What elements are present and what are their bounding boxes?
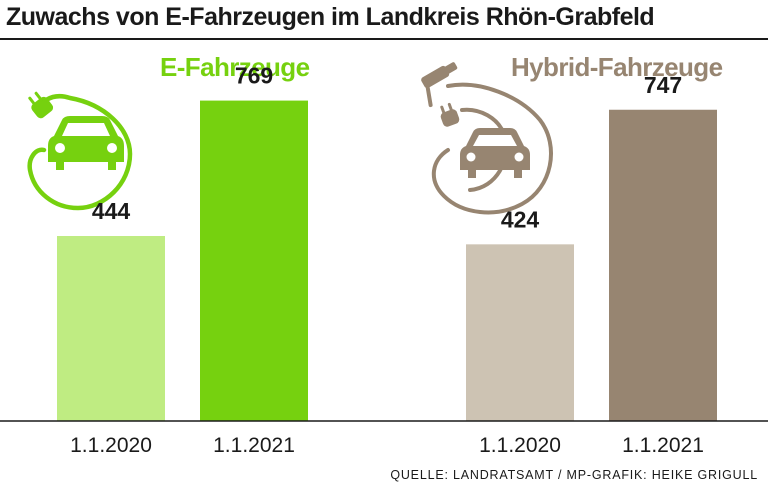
bar-e-1.1.2020 [57,236,165,421]
title-rule [0,38,768,40]
charging-plug-car-icon [27,91,133,211]
tick-label-e-0: 1.1.2020 [70,434,152,457]
tick-label-e-1: 1.1.2021 [213,434,295,457]
tick-label-hybrid-1: 1.1.2021 [622,434,704,457]
bar-e-1.1.2021 [200,100,308,421]
fuel-nozzle-plug-car-icon [421,62,553,215]
source-note: QUELLE: LANDRATSAMT / MP-GRAFIK: HEIKE G… [390,468,758,482]
chart-title: Zuwachs von E-Fahrzeugen im Landkreis Rh… [6,3,655,31]
data-label-e-1.1.2020: 444 [92,198,131,224]
tick-label-hybrid-0: 1.1.2020 [479,434,561,457]
data-label-hybrid-1.1.2021: 747 [644,72,682,98]
bar-hybrid-1.1.2021 [609,109,717,421]
panel-title-hybrid-fahrzeuge: Hybrid-Fahrzeuge [511,52,723,82]
panel-title-e-fahrzeuge: E-Fahrzeuge [160,52,310,82]
data-label-e-1.1.2021: 769 [235,63,273,89]
bar-hybrid-1.1.2020 [466,244,574,421]
data-label-hybrid-1.1.2020: 424 [501,206,540,232]
